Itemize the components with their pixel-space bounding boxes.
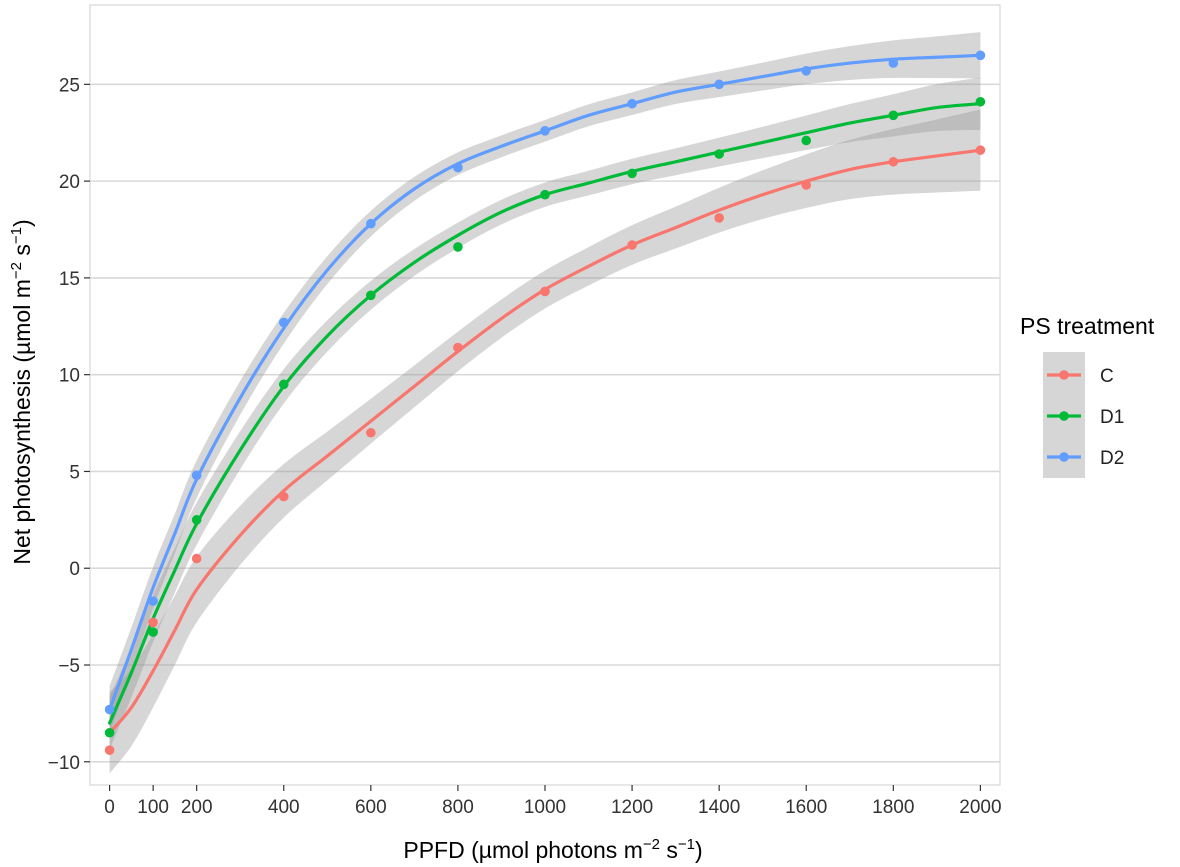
- data-point-D1: [366, 290, 376, 301]
- data-point-C: [627, 240, 637, 250]
- data-point-D2: [191, 470, 202, 481]
- data-point-C: [714, 213, 724, 223]
- x-tick-label: 1200: [611, 797, 653, 818]
- confidence-band-C: [109, 109, 981, 774]
- data-point-C: [888, 156, 899, 167]
- data-point-C: [148, 617, 158, 628]
- legend-key-point: [1059, 411, 1069, 421]
- data-point-D1: [801, 135, 812, 146]
- data-point-D1: [714, 149, 724, 159]
- legend-key-point: [1059, 452, 1069, 462]
- x-tick-label: 2000: [959, 797, 1001, 818]
- y-tick-label: 25: [59, 75, 80, 96]
- data-point-C: [975, 145, 986, 155]
- grid-lines: [90, 83, 1000, 763]
- x-tick-label: 0: [104, 797, 115, 818]
- x-tick-label: 1800: [872, 797, 914, 818]
- confidence-bands: [109, 32, 981, 774]
- data-point-D1: [191, 515, 202, 525]
- data-point-D2: [714, 79, 724, 90]
- data-point-D1: [540, 189, 550, 200]
- data-point-C: [191, 553, 202, 564]
- fit-line-C: [107, 148, 983, 735]
- x-tick-label: 400: [268, 797, 300, 818]
- x-tick-label: 1400: [698, 797, 740, 818]
- x-tick-label: 600: [355, 797, 387, 818]
- data-point-D2: [453, 162, 463, 173]
- legend-item-C: C: [1047, 366, 1114, 387]
- data-point-D2: [975, 50, 986, 61]
- data-point-D2: [278, 317, 289, 328]
- y-tick-label: 15: [59, 269, 80, 290]
- x-axis-ticks: 0 100 200 400 600 800 1000 1200 1400 1600 1800 2000: [104, 785, 1002, 818]
- legend-label: D2: [1100, 448, 1124, 469]
- data-point-C: [104, 745, 115, 755]
- x-axis-title: PPFD (µmol photons m−2 s−1): [403, 836, 702, 863]
- data-point-D1: [888, 110, 899, 121]
- y-tick-label: 0: [69, 559, 80, 580]
- data-point-C: [540, 286, 550, 297]
- data-point-D1: [104, 727, 115, 738]
- data-point-D1: [627, 168, 637, 179]
- data-point-D2: [148, 596, 158, 606]
- y-tick-label: 20: [59, 172, 80, 193]
- legend-title: PS treatment: [1020, 313, 1155, 339]
- legend: PS treatment C D1 D2: [1020, 313, 1155, 478]
- legend-label: C: [1100, 366, 1114, 387]
- legend-item-D2: D2: [1047, 448, 1124, 469]
- fit-line-D2: [107, 53, 983, 712]
- x-tick-label: 1000: [524, 797, 566, 818]
- y-tick-label: 5: [69, 462, 80, 483]
- fit-line-D1: [107, 102, 983, 725]
- data-point-D1: [453, 242, 463, 252]
- data-point-C: [453, 342, 463, 353]
- legend-key-point: [1059, 370, 1069, 380]
- x-tick-label: 1600: [785, 797, 827, 818]
- x-tick-label: 800: [442, 797, 474, 818]
- y-tick-label: −5: [58, 656, 80, 677]
- legend-label: D1: [1100, 407, 1124, 428]
- x-tick-label: 200: [181, 797, 213, 818]
- data-point-D1: [148, 627, 158, 637]
- data-point-C: [801, 180, 812, 190]
- data-point-C: [366, 427, 376, 438]
- data-point-D2: [801, 66, 812, 76]
- data-points: [104, 50, 986, 755]
- data-point-D2: [366, 218, 376, 229]
- data-point-D2: [888, 58, 899, 68]
- data-point-D1: [975, 96, 986, 107]
- y-tick-label: 10: [59, 366, 80, 387]
- data-point-D1: [278, 379, 289, 390]
- data-point-D2: [540, 126, 550, 136]
- y-tick-label: −10: [48, 753, 80, 774]
- data-point-C: [278, 491, 289, 502]
- y-axis-ticks: −10 −5 0 5 10 15 20 25: [48, 75, 90, 774]
- fit-lines: [107, 53, 983, 735]
- legend-item-D1: D1: [1047, 407, 1124, 428]
- legend-keys: C D1 D2: [1043, 352, 1124, 478]
- data-point-D2: [627, 98, 637, 109]
- x-tick-label: 100: [137, 797, 169, 818]
- y-axis-title: Net photosynthesis (µmol m−2 s−1): [8, 219, 35, 564]
- data-point-D2: [104, 704, 115, 715]
